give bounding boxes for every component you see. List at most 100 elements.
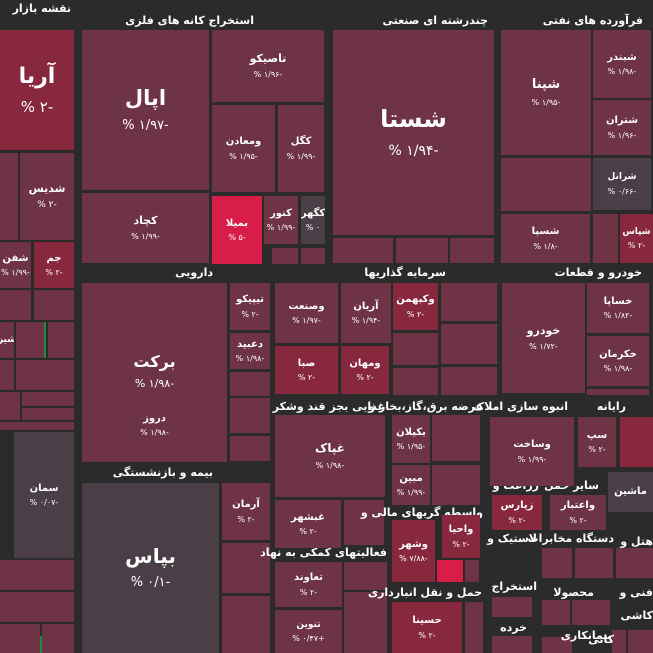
treemap-tile[interactable]: [572, 600, 610, 625]
treemap-tile[interactable]: زیارس -۲ %: [492, 495, 542, 530]
treemap-tile[interactable]: شدیس -۲ %: [20, 153, 74, 240]
treemap-tile[interactable]: خساپا -۱/۸۲ %: [587, 283, 649, 333]
treemap-tile[interactable]: [441, 283, 497, 321]
treemap-tile[interactable]: [396, 238, 448, 263]
treemap-tile[interactable]: [230, 436, 270, 461]
treemap-tile[interactable]: [501, 158, 591, 211]
treemap-tile[interactable]: [441, 324, 497, 364]
treemap-tile[interactable]: [465, 560, 479, 582]
treemap-tile[interactable]: [0, 153, 18, 240]
treemap-tile[interactable]: [230, 398, 270, 433]
treemap-tile[interactable]: [432, 415, 480, 461]
treemap-tile[interactable]: غپاک -۱/۹۸ %: [275, 415, 385, 497]
treemap-tile[interactable]: شرانل -۰/۶۶ %: [593, 158, 651, 210]
treemap-tile[interactable]: [333, 238, 393, 263]
treemap-tile[interactable]: [437, 560, 463, 582]
treemap-tile[interactable]: [393, 368, 438, 395]
treemap-tile[interactable]: واعتبار -۲ %: [550, 495, 606, 530]
treemap-tile[interactable]: شتران -۱/۹۶ %: [593, 100, 651, 155]
treemap-tile[interactable]: ومعادن -۱/۹۵ %: [212, 105, 275, 192]
treemap-tile[interactable]: [612, 630, 626, 653]
treemap-tile[interactable]: شسپا -۱/۸ %: [501, 214, 590, 263]
treemap-tile[interactable]: [492, 636, 532, 653]
treemap-tile[interactable]: [301, 248, 325, 264]
treemap-tile[interactable]: [575, 548, 613, 578]
treemap-tile[interactable]: آریان -۱/۹۴ %: [341, 283, 391, 343]
treemap-tile[interactable]: تنوین +۰/۴۷ %: [275, 610, 342, 653]
treemap-tile[interactable]: شپنا -۱/۹۵ %: [501, 30, 591, 155]
treemap-tile[interactable]: خکرمان -۱/۹۸ %: [587, 336, 649, 386]
treemap-tile[interactable]: [0, 624, 40, 653]
treemap-tile[interactable]: تعاوند -۲ %: [275, 562, 342, 607]
treemap-tile[interactable]: بپاس -۰/۱ %: [82, 483, 219, 653]
treemap-tile[interactable]: [34, 290, 74, 320]
treemap-tile[interactable]: ومهان -۲ %: [341, 346, 389, 394]
treemap-tile[interactable]: [42, 624, 74, 653]
treemap-tile[interactable]: شستا -۱/۹۴ %: [333, 30, 494, 235]
treemap-tile[interactable]: [587, 389, 649, 395]
treemap-tile[interactable]: کنور -۱/۹۹ %: [264, 196, 298, 244]
treemap-tile[interactable]: اپال -۱/۹۷ %: [82, 30, 209, 190]
treemap-tile[interactable]: [0, 422, 74, 430]
treemap-tile[interactable]: تیپیکو -۲ %: [230, 283, 270, 330]
treemap-tile[interactable]: [344, 500, 384, 545]
treemap-tile[interactable]: شفن -۱/۹۹ %: [0, 242, 31, 288]
treemap-tile[interactable]: [344, 562, 387, 590]
treemap-tile[interactable]: مبین -۱/۹۹ %: [392, 465, 430, 505]
treemap-tile[interactable]: ماشین: [608, 472, 653, 512]
treemap-tile[interactable]: [22, 408, 74, 420]
treemap-tile[interactable]: شیر: [0, 322, 14, 358]
treemap-tile[interactable]: [542, 637, 572, 653]
treemap-tile[interactable]: [16, 322, 44, 358]
treemap-tile[interactable]: [465, 602, 483, 653]
treemap-tile[interactable]: سپ -۲ %: [578, 417, 616, 467]
treemap-tile[interactable]: [0, 592, 74, 622]
treemap-tile[interactable]: [344, 592, 387, 653]
treemap-tile[interactable]: سمان -۰/۰۷ %: [14, 432, 74, 558]
treemap-tile[interactable]: کچاد -۱/۹۹ %: [82, 193, 209, 263]
treemap-tile[interactable]: [230, 372, 270, 396]
treemap-tile[interactable]: [222, 596, 270, 653]
treemap-tile[interactable]: دروز -۱/۹۸ %: [82, 388, 227, 462]
treemap-tile[interactable]: [0, 560, 74, 590]
treemap-tile[interactable]: [16, 360, 74, 390]
treemap-tile[interactable]: [492, 597, 532, 617]
treemap-tile[interactable]: [542, 600, 570, 625]
treemap-tile[interactable]: شپاس -۲ %: [620, 214, 653, 263]
treemap-tile[interactable]: [22, 392, 74, 406]
treemap-tile[interactable]: بکیلان -۱/۹۵ %: [392, 415, 430, 463]
treemap-tile[interactable]: بمیلا -۵ %: [212, 196, 262, 264]
treemap-tile[interactable]: تاصیکو -۱/۹۶ %: [212, 30, 324, 102]
treemap-tile[interactable]: وصنعت -۱/۹۷ %: [275, 283, 338, 343]
treemap-tile[interactable]: [393, 333, 438, 365]
treemap-tile[interactable]: [272, 248, 298, 264]
treemap-tile[interactable]: [48, 322, 74, 358]
treemap-tile[interactable]: [0, 360, 14, 390]
treemap-tile[interactable]: [450, 238, 494, 263]
treemap-tile[interactable]: [616, 548, 653, 578]
treemap-tile[interactable]: [0, 392, 20, 420]
treemap-tile[interactable]: وشهر -۷/۸۸ %: [392, 520, 435, 582]
treemap-tile[interactable]: واحیا -۲ %: [442, 515, 480, 558]
treemap-tile[interactable]: آریا -۲ %: [0, 30, 74, 150]
treemap-tile[interactable]: خودرو -۱/۷۲ %: [502, 283, 585, 393]
treemap-tile[interactable]: [593, 214, 618, 263]
treemap-tile[interactable]: وکبهمن -۲ %: [393, 283, 438, 330]
treemap-tile[interactable]: [0, 290, 31, 320]
treemap-tile[interactable]: [222, 543, 270, 593]
treemap-tile[interactable]: صبا -۲ %: [275, 346, 338, 394]
treemap-tile[interactable]: غبشهر -۲ %: [275, 500, 341, 548]
treemap-tile[interactable]: وساخت -۱/۹۹ %: [490, 417, 574, 486]
treemap-tile[interactable]: دعبید -۱/۹۸ %: [230, 333, 270, 369]
treemap-tile[interactable]: شبندر -۱/۹۸ %: [593, 30, 651, 98]
treemap-tile[interactable]: [432, 465, 480, 505]
treemap-tile[interactable]: [620, 417, 653, 467]
treemap-tile[interactable]: آرمان -۲ %: [222, 483, 270, 540]
treemap-tile[interactable]: [441, 367, 497, 395]
treemap-tile[interactable]: کگل -۱/۹۹ %: [278, 105, 324, 192]
treemap-tile[interactable]: کگهر ۰ %: [301, 196, 325, 244]
treemap-tile[interactable]: جم -۲ %: [34, 242, 74, 288]
treemap-tile[interactable]: [542, 548, 572, 578]
treemap-tile[interactable]: حسینا -۲ %: [392, 602, 462, 653]
treemap-tile[interactable]: [628, 630, 653, 653]
